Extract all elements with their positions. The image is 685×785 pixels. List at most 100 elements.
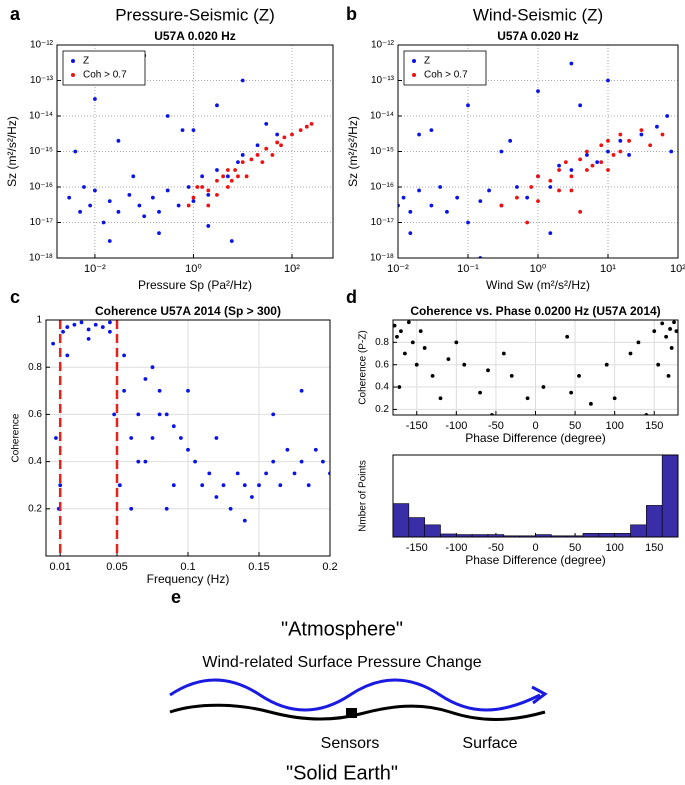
point [578, 209, 583, 214]
point [515, 185, 519, 189]
chart-title: Wind-Seismic (Z) [473, 5, 603, 24]
point [585, 149, 589, 154]
x-axis-label: Pressure Sp (Pa²/Hz) [138, 278, 252, 292]
point [143, 459, 148, 464]
point [410, 340, 415, 345]
histogram-bar [630, 524, 647, 537]
point [446, 357, 451, 362]
y-axis-label: Sz (m²/s²/Hz) [346, 116, 360, 187]
point [306, 483, 311, 488]
point [206, 224, 211, 228]
y-tick-label: 0.6 [375, 359, 389, 370]
y-axis-label: Nmber of Points [358, 460, 369, 532]
point [669, 346, 674, 350]
point [54, 436, 58, 440]
point [236, 174, 240, 179]
pressure-wave [169, 678, 541, 712]
y-tick-label: 10⁻¹³ [30, 75, 54, 86]
point [78, 209, 82, 214]
point [418, 329, 423, 334]
point [429, 203, 434, 208]
point [290, 132, 294, 137]
x-tick-label: 100 [605, 420, 623, 432]
point [604, 362, 609, 367]
point [108, 320, 112, 325]
legend-marker [71, 73, 75, 77]
point [665, 114, 670, 118]
point [655, 124, 659, 129]
point [445, 209, 449, 214]
sensor [346, 708, 357, 718]
chart-subtitle: Coherence U57A 2014 (Sp > 300) [95, 304, 281, 318]
point [321, 459, 325, 464]
plot-area [393, 320, 678, 415]
x-tick-label: 150 [645, 420, 663, 432]
point [618, 132, 623, 137]
point [299, 388, 304, 393]
point [137, 203, 142, 208]
point [406, 320, 411, 325]
point [563, 160, 568, 165]
point [193, 459, 198, 464]
point [569, 61, 574, 66]
wave-arrow [531, 685, 548, 705]
panel-letter: d [346, 287, 357, 307]
point [206, 192, 211, 197]
point [292, 471, 297, 476]
sensors-label: Sensors [321, 735, 380, 752]
point [669, 149, 674, 154]
point [648, 143, 653, 148]
point [117, 483, 122, 488]
plot-area [67, 53, 314, 243]
point [589, 401, 593, 406]
point [150, 195, 155, 200]
histogram-bar [424, 524, 441, 537]
y-tick-label: 0.4 [375, 382, 389, 393]
panel-letter: a [10, 4, 21, 24]
point [408, 231, 413, 236]
point [207, 471, 212, 476]
x-tick-label: 0.05 [106, 561, 127, 573]
point [191, 195, 196, 200]
x-tick-label: 150 [645, 542, 663, 554]
point [79, 320, 84, 325]
point [606, 149, 610, 154]
point [65, 325, 70, 329]
point [264, 146, 269, 151]
point [585, 153, 589, 157]
point [206, 188, 211, 193]
y-tick-label: 1 [36, 315, 42, 326]
point [299, 459, 304, 464]
histogram-bar [661, 455, 678, 537]
point [674, 329, 678, 334]
x-tick-label: 50 [569, 542, 581, 554]
x-axis-label: Phase Difference (degree) [465, 553, 606, 567]
point [200, 185, 205, 189]
point [171, 483, 176, 488]
point [242, 483, 247, 488]
axes-frame [392, 454, 679, 538]
point [478, 199, 483, 204]
point [229, 178, 234, 183]
point [606, 78, 610, 83]
point [235, 471, 240, 476]
point [107, 239, 112, 243]
point [186, 185, 191, 189]
histogram-bar [598, 533, 615, 537]
x-tick-label: 0 [532, 542, 538, 554]
point [82, 185, 86, 189]
x-tick-label: -100 [445, 420, 467, 432]
point [136, 412, 141, 417]
point [515, 195, 519, 200]
x-tick-label: 0.01 [49, 561, 70, 573]
point [65, 353, 70, 358]
legend-box [62, 50, 146, 86]
axes-frame [397, 44, 679, 259]
point [618, 138, 623, 143]
point [221, 174, 226, 179]
point [565, 334, 570, 339]
point [548, 185, 553, 189]
chart-subtitle: Coherence vs. Phase 0.0200 Hz (U57A 2014… [410, 304, 660, 318]
point [399, 329, 403, 334]
point [438, 185, 443, 189]
